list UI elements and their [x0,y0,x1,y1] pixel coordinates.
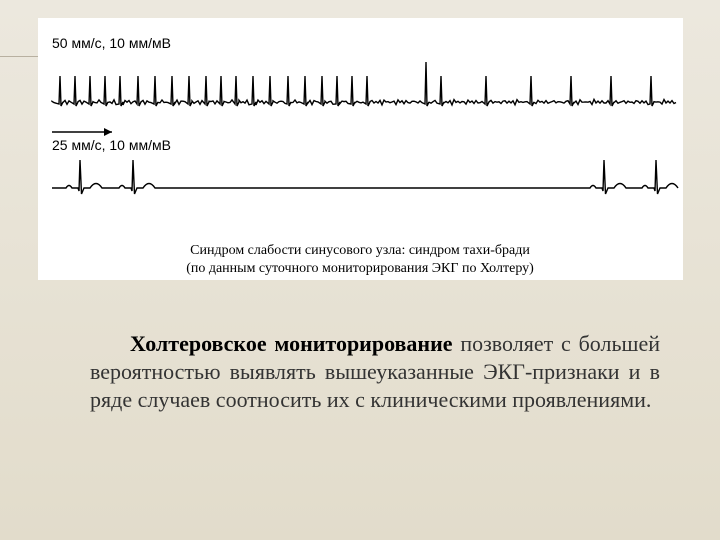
caption-line1: Синдром слабости синусового узла: синдро… [190,243,530,258]
svg-text:25 мм/с, 10 мм/мВ: 25 мм/с, 10 мм/мВ [52,137,171,153]
ecg-figure: 50 мм/с, 10 мм/мВ 25 мм/с, 10 мм/мВ [38,18,683,280]
body-paragraph: Холтеровское мониторирование позволяет с… [90,330,660,414]
figure-caption: Синдром слабости синусового узла: синдро… [0,242,720,277]
caption-line2: (по данным суточного мониторирования ЭКГ… [186,261,534,276]
body-bold: Холтеровское мониторирование [130,331,453,356]
ecg-traces: 50 мм/с, 10 мм/мВ 25 мм/с, 10 мм/мВ [38,18,683,228]
svg-text:50 мм/с, 10 мм/мВ: 50 мм/с, 10 мм/мВ [52,35,171,51]
